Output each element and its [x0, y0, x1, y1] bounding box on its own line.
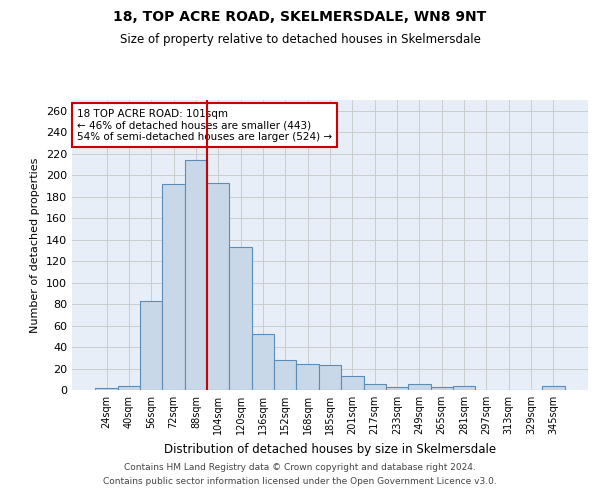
Bar	[542, 386, 565, 390]
Bar	[364, 384, 386, 390]
Bar	[408, 384, 431, 390]
Bar	[296, 364, 319, 390]
Bar	[341, 376, 364, 390]
Text: 18, TOP ACRE ROAD, SKELMERSDALE, WN8 9NT: 18, TOP ACRE ROAD, SKELMERSDALE, WN8 9NT	[113, 10, 487, 24]
Bar	[163, 184, 185, 390]
Text: Size of property relative to detached houses in Skelmersdale: Size of property relative to detached ho…	[119, 32, 481, 46]
Y-axis label: Number of detached properties: Number of detached properties	[31, 158, 40, 332]
Bar	[453, 386, 475, 390]
Bar	[207, 182, 229, 390]
Bar	[118, 386, 140, 390]
Text: Contains public sector information licensed under the Open Government Licence v3: Contains public sector information licen…	[103, 477, 497, 486]
Bar	[95, 388, 118, 390]
Bar	[252, 334, 274, 390]
Text: 18 TOP ACRE ROAD: 101sqm
← 46% of detached houses are smaller (443)
54% of semi-: 18 TOP ACRE ROAD: 101sqm ← 46% of detach…	[77, 108, 332, 142]
Text: Contains HM Land Registry data © Crown copyright and database right 2024.: Contains HM Land Registry data © Crown c…	[124, 464, 476, 472]
Bar	[185, 160, 207, 390]
Text: Distribution of detached houses by size in Skelmersdale: Distribution of detached houses by size …	[164, 442, 496, 456]
Bar	[140, 301, 163, 390]
Bar	[274, 360, 296, 390]
Bar	[319, 366, 341, 390]
Bar	[386, 387, 408, 390]
Bar	[229, 247, 252, 390]
Bar	[431, 387, 453, 390]
